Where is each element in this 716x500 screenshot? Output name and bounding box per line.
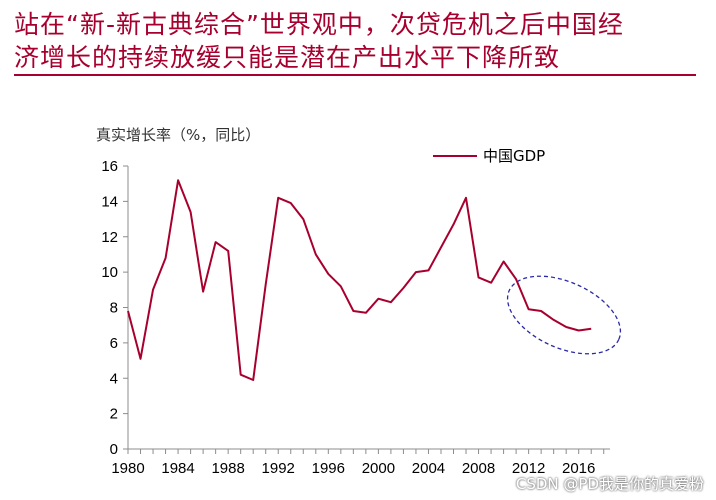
x-tick-label: 1980 xyxy=(111,460,144,477)
y-tick-label: 0 xyxy=(110,441,118,458)
y-tick-label: 8 xyxy=(110,300,118,317)
x-tick-label: 2000 xyxy=(362,460,395,477)
watermark: CSDN @PD我是你的真爱粉 xyxy=(515,475,704,493)
y-tick-label: 4 xyxy=(110,370,118,387)
series-line-gdp xyxy=(127,179,592,381)
legend-label: 中国GDP xyxy=(483,147,545,165)
y-tick-label: 16 xyxy=(101,158,118,175)
chart-axes xyxy=(127,166,610,450)
y-axis-label: 真实增长率（%，同比） xyxy=(96,126,260,144)
x-tick-label: 2004 xyxy=(412,460,445,477)
x-tick-label: 1992 xyxy=(262,460,295,477)
y-tick-label: 10 xyxy=(101,264,118,281)
y-axis-ticks: 0 2 4 6 8 10 12 14 16 xyxy=(101,158,128,458)
slide-title: 站在“新-新古典综合”世界观中，次贷危机之后中国经 济增长的持续放缓只能是潜在产… xyxy=(14,8,704,74)
y-tick-label: 12 xyxy=(101,229,118,246)
title-line-2: 济增长的持续放缓只能是潜在产出水平下降所致 xyxy=(14,43,561,72)
y-tick-label: 14 xyxy=(101,193,118,210)
x-tick-label: 2008 xyxy=(462,460,495,477)
y-tick-label: 2 xyxy=(110,406,118,423)
x-axis-ticks: 1980 1984 1988 1992 1996 2000 2004 2008 2012 2016 xyxy=(111,449,605,477)
y-tick-label: 6 xyxy=(110,335,118,352)
series-group xyxy=(127,179,592,381)
x-tick-label: 1984 xyxy=(161,460,194,477)
title-divider xyxy=(14,74,696,76)
highlight-ellipse xyxy=(506,275,622,355)
legend: 中国GDP xyxy=(433,147,545,165)
title-line-1: 站在“新-新古典综合”世界观中，次贷危机之后中国经 xyxy=(14,10,624,39)
x-tick-label: 2012 xyxy=(512,460,545,477)
x-tick-label: 1996 xyxy=(312,460,345,477)
x-tick-label: 2016 xyxy=(562,460,595,477)
x-tick-label: 1988 xyxy=(211,460,244,477)
